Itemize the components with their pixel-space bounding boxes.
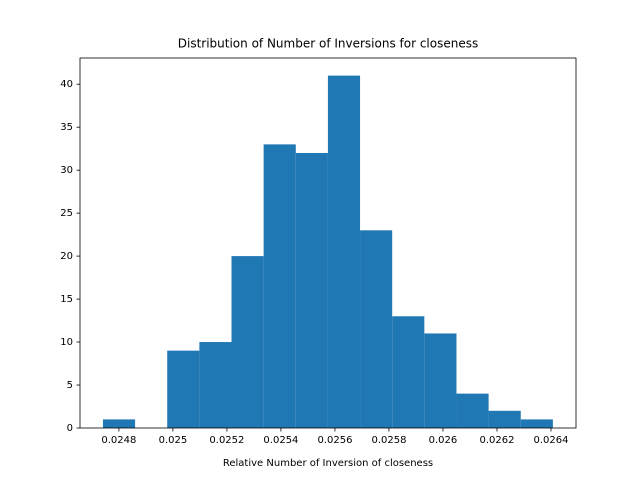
bar	[520, 419, 553, 428]
bar	[327, 75, 361, 428]
bar	[102, 419, 136, 428]
x-tick-label: 0.0264	[533, 435, 568, 446]
y-tick-label: 5	[67, 380, 73, 391]
y-tick-label: 0	[67, 423, 73, 434]
y-tick-label: 15	[60, 294, 73, 305]
x-tick-label: 0.0254	[263, 435, 298, 446]
bar	[488, 410, 521, 428]
bar	[456, 393, 489, 428]
x-tick-label: 0.0256	[317, 435, 352, 446]
x-tick-label: 0.025	[159, 435, 188, 446]
y-tick-label: 35	[60, 122, 73, 133]
bar	[295, 152, 328, 429]
bar	[167, 350, 200, 428]
x-tick-label: 0.0258	[371, 435, 406, 446]
x-tick-label: 0.0262	[479, 435, 514, 446]
bar	[392, 316, 425, 428]
y-tick-label: 20	[60, 251, 73, 262]
bar	[424, 333, 457, 428]
bar	[263, 144, 296, 428]
y-tick-label: 25	[60, 208, 73, 219]
bar	[231, 256, 264, 428]
x-tick-label: 0.0252	[209, 435, 244, 446]
axes-frame	[79, 57, 577, 429]
y-tick-label: 30	[60, 165, 73, 176]
y-tick-label: 40	[60, 79, 73, 90]
chart-title: Distribution of Number of Inversions for…	[178, 37, 478, 51]
bar	[199, 342, 232, 428]
x-tick-label: 0.0248	[101, 435, 136, 446]
x-tick-label: 0.026	[429, 435, 458, 446]
bar	[360, 230, 393, 428]
x-axis-label: Relative Number of Inversion of closenes…	[223, 458, 433, 469]
y-tick-label: 10	[60, 337, 73, 348]
